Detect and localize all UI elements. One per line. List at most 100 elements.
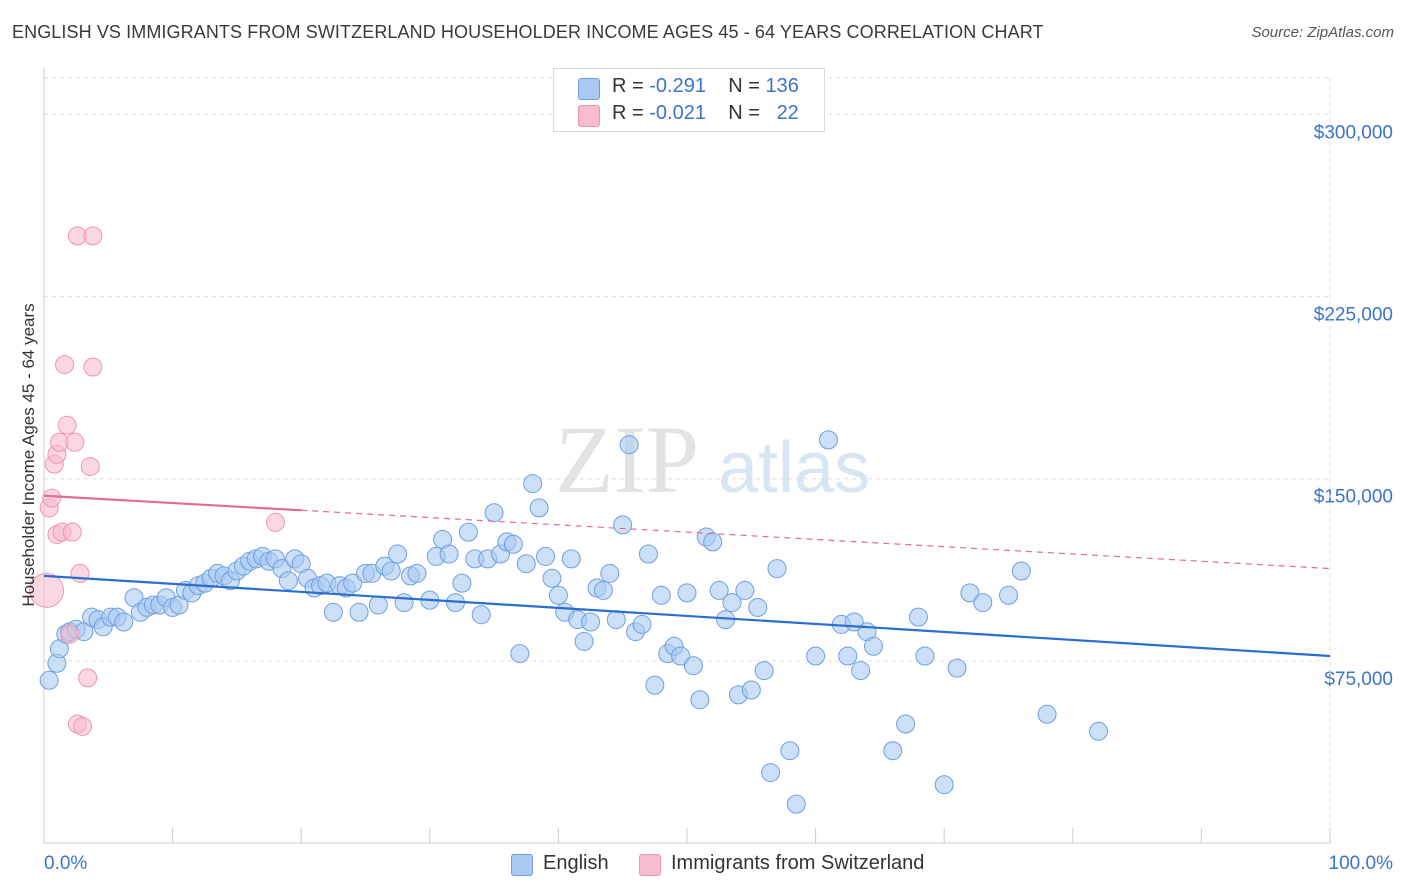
- english-point: [818, 430, 838, 450]
- english-point: [973, 593, 993, 613]
- english-point: [806, 646, 826, 666]
- english-point: [323, 602, 343, 622]
- legend-n-value: 22: [776, 102, 799, 124]
- swiss-swatch: [578, 105, 600, 127]
- english-point: [709, 580, 729, 600]
- english-point: [619, 435, 639, 455]
- english-point: [484, 503, 504, 523]
- swiss-point: [83, 226, 103, 246]
- english-point: [368, 595, 388, 615]
- swiss-point: [80, 457, 100, 477]
- english-point: [542, 568, 562, 588]
- english-point: [780, 741, 800, 761]
- english-point: [114, 612, 134, 632]
- swiss-legend-label: Immigrants from Switzerland: [671, 852, 925, 874]
- swiss-point: [265, 512, 285, 532]
- english-point: [1037, 704, 1057, 724]
- english-point: [548, 585, 568, 605]
- english-point: [638, 544, 658, 564]
- english-point: [39, 670, 59, 690]
- legend-r-label: R =: [612, 102, 644, 124]
- english-point: [754, 661, 774, 681]
- x-tick-label: 0.0%: [44, 853, 87, 874]
- x-tick-label: 100.0%: [1329, 853, 1394, 874]
- english-point: [838, 646, 858, 666]
- watermark-zip: ZIP: [555, 406, 699, 513]
- swiss-trend-line: [43, 494, 302, 512]
- y-tick-label: $300,000: [1314, 122, 1393, 143]
- english-point: [786, 794, 806, 814]
- english-point: [381, 561, 401, 581]
- english-point: [645, 675, 665, 695]
- swiss-point: [83, 357, 103, 377]
- swiss-point: [57, 415, 77, 435]
- english-point: [516, 554, 536, 574]
- correlation-legend: R = -0.291 N = 136 R = -0.021 N = 22: [553, 68, 825, 132]
- swiss-legend-swatch: [639, 854, 661, 876]
- english-point: [767, 559, 787, 579]
- english-point: [606, 610, 626, 630]
- swiss-point: [62, 522, 82, 542]
- english-point: [536, 546, 556, 566]
- swiss-point: [70, 563, 90, 583]
- english-point: [735, 580, 755, 600]
- y-axis-label: Householder Income Ages 45 - 64 years: [19, 303, 38, 607]
- english-point: [883, 741, 903, 761]
- english-swatch: [578, 78, 600, 100]
- english-point: [863, 636, 883, 656]
- english-point: [741, 680, 761, 700]
- english-point: [947, 658, 967, 678]
- english-point: [748, 597, 768, 617]
- y-tick-label: $75,000: [1324, 669, 1393, 690]
- english-point: [908, 607, 928, 627]
- english-point: [600, 563, 620, 583]
- legend-r-label: R =: [612, 75, 644, 97]
- english-point: [722, 593, 742, 613]
- english-point: [439, 544, 459, 564]
- english-point: [458, 522, 478, 542]
- english-point: [613, 515, 633, 535]
- swiss-point: [73, 716, 93, 736]
- watermark-atlas: atlas: [718, 428, 870, 508]
- english-point: [503, 534, 523, 554]
- swiss-trend-line-dashed: [301, 509, 1331, 570]
- legend-n-label: N =: [728, 102, 760, 124]
- english-point: [1011, 561, 1031, 581]
- english-point: [523, 474, 543, 494]
- legend-n-value: 136: [765, 75, 799, 97]
- english-point: [677, 583, 697, 603]
- english-point: [703, 532, 723, 552]
- english-point: [343, 573, 363, 593]
- english-point: [632, 614, 652, 634]
- english-point: [407, 563, 427, 583]
- source-label: Source: ZipAtlas.com: [1251, 24, 1394, 41]
- english-point: [960, 583, 980, 603]
- english-point: [671, 646, 691, 666]
- english-point: [999, 585, 1018, 605]
- english-point: [471, 605, 491, 625]
- english-point: [349, 602, 369, 622]
- legend-n-label: N =: [728, 75, 760, 97]
- english-point: [561, 549, 581, 569]
- english-point: [934, 775, 954, 795]
- legend-r-value: -0.021: [649, 102, 706, 124]
- chart-title: ENGLISH VS IMMIGRANTS FROM SWITZERLAND H…: [12, 22, 1044, 42]
- y-tick-label: $150,000: [1314, 487, 1393, 508]
- swiss-point: [78, 668, 98, 688]
- english-point: [683, 656, 703, 676]
- swiss-point: [65, 432, 85, 452]
- english-legend-label: English: [543, 852, 609, 874]
- english-point: [1089, 721, 1109, 741]
- english-point: [510, 644, 530, 664]
- swiss-point: [29, 572, 65, 608]
- english-point: [851, 661, 871, 681]
- y-tick-label: $225,000: [1314, 305, 1393, 326]
- english-point: [278, 571, 298, 591]
- english-point: [690, 690, 710, 710]
- legend-r-value: -0.291: [649, 75, 706, 97]
- english-point: [651, 585, 671, 605]
- english-point: [761, 763, 781, 783]
- english-point: [394, 593, 414, 613]
- swiss-point: [42, 488, 62, 508]
